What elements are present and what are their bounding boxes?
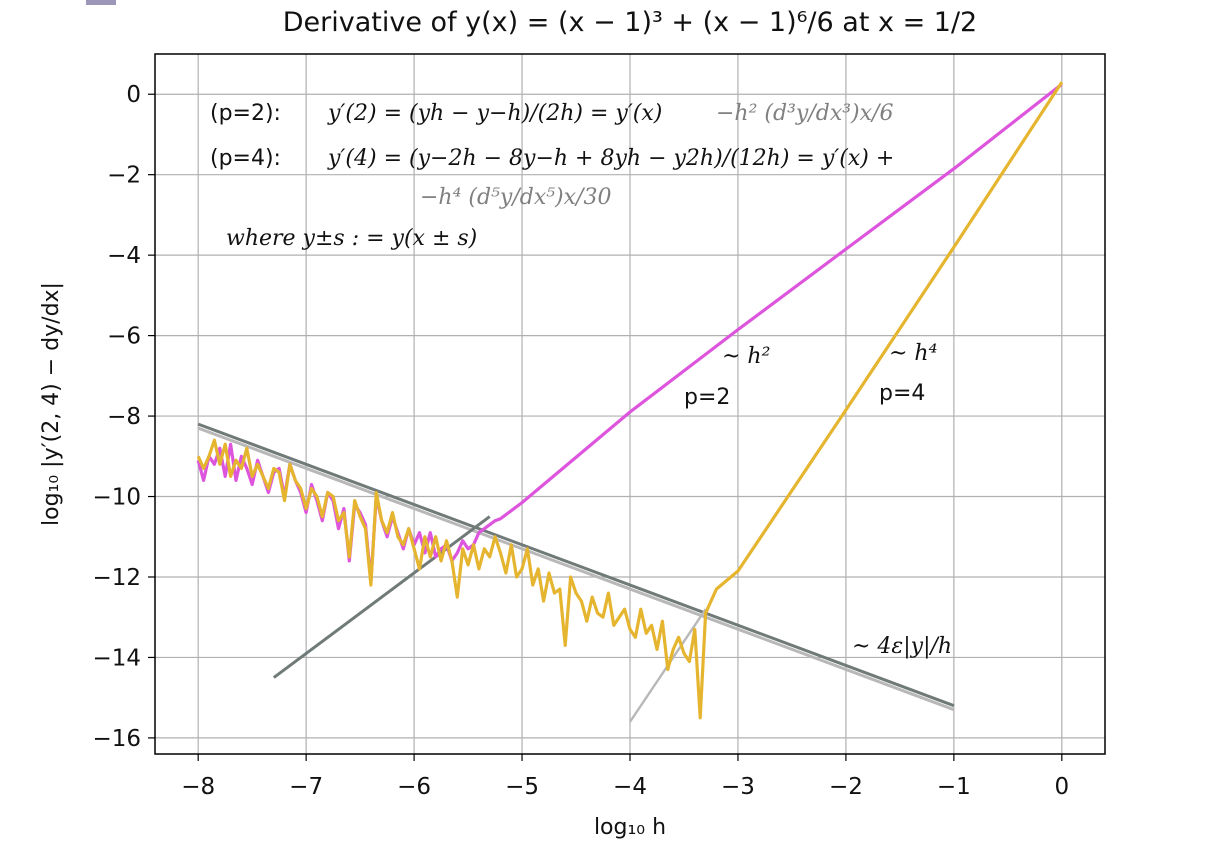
x-tick-label: −7 (289, 774, 323, 800)
annotation-slope-h4-p: p=4 (879, 381, 925, 406)
x-tick-label: 0 (1054, 774, 1069, 800)
x-tick-label: −6 (397, 774, 431, 800)
annotation-p2-error: −h² (d³y/dx³)x/6 (716, 101, 893, 126)
y-ticks: 0 −2 −4 −6 −8 −10 −12 −14 −16 (92, 82, 155, 752)
annotation-p4-formula: y′(4) = (y−2h − 8y−h + 8yh − y2h)/(12h) … (327, 146, 894, 171)
chart-title: Derivative of y(x) = (x − 1)³ + (x − 1)⁶… (283, 7, 977, 38)
annotation-p2-formula: y′(2) = (yh − y−h)/(2h) = y′(x) (327, 101, 662, 126)
y-tick-label: 0 (126, 82, 141, 108)
y-tick-label: −14 (92, 645, 141, 671)
roundoff-line-dark (197, 422, 955, 708)
annotation-slope-h2-p: p=2 (684, 385, 730, 410)
x-tick-label: −2 (829, 774, 863, 800)
annotation-p4-label: (p=4): (210, 146, 281, 171)
annotation-where: where y±s : = y(x ± s) (226, 226, 477, 251)
x-tick-label: −8 (181, 774, 215, 800)
annotation-slope-h4: ~ h⁴ (889, 341, 937, 366)
annotation-roundoff: ~ 4ε|y|/h (852, 634, 952, 659)
series-line-p2 (196, 82, 1063, 583)
roundoff-line-light (197, 426, 955, 712)
y-tick-label: −12 (92, 565, 141, 591)
y-tick-label: −16 (92, 726, 141, 752)
y-axis-label: log₁₀ |y′(2, 4) − dy/dx| (39, 282, 64, 526)
series-line-p4 (196, 81, 1064, 720)
x-axis-label: log₁₀ h (594, 815, 666, 840)
x-tick-label: −1 (937, 774, 971, 800)
annotation-p2-label: (p=2): (210, 101, 281, 126)
y-tick-label: −4 (107, 243, 141, 269)
y-tick-label: −8 (107, 404, 141, 430)
y-tick-label: −10 (92, 485, 141, 511)
y-tick-label: −2 (107, 163, 141, 189)
window-artifact (86, 0, 116, 5)
x-tick-label: −5 (505, 774, 539, 800)
x-tick-label: −3 (721, 774, 755, 800)
truncation-line-p2 (272, 515, 491, 679)
annotation-slope-h2: ~ h² (722, 344, 770, 369)
x-ticks: −8 −7 −6 −5 −4 −3 −2 −1 0 (181, 754, 1069, 800)
series-group (196, 81, 1064, 723)
annotation-p4-error: −h⁴ (d⁵y/dx⁵)x/30 (420, 185, 611, 210)
y-tick-label: −6 (107, 324, 141, 350)
x-tick-label: −4 (613, 774, 647, 800)
grid (155, 54, 1105, 754)
